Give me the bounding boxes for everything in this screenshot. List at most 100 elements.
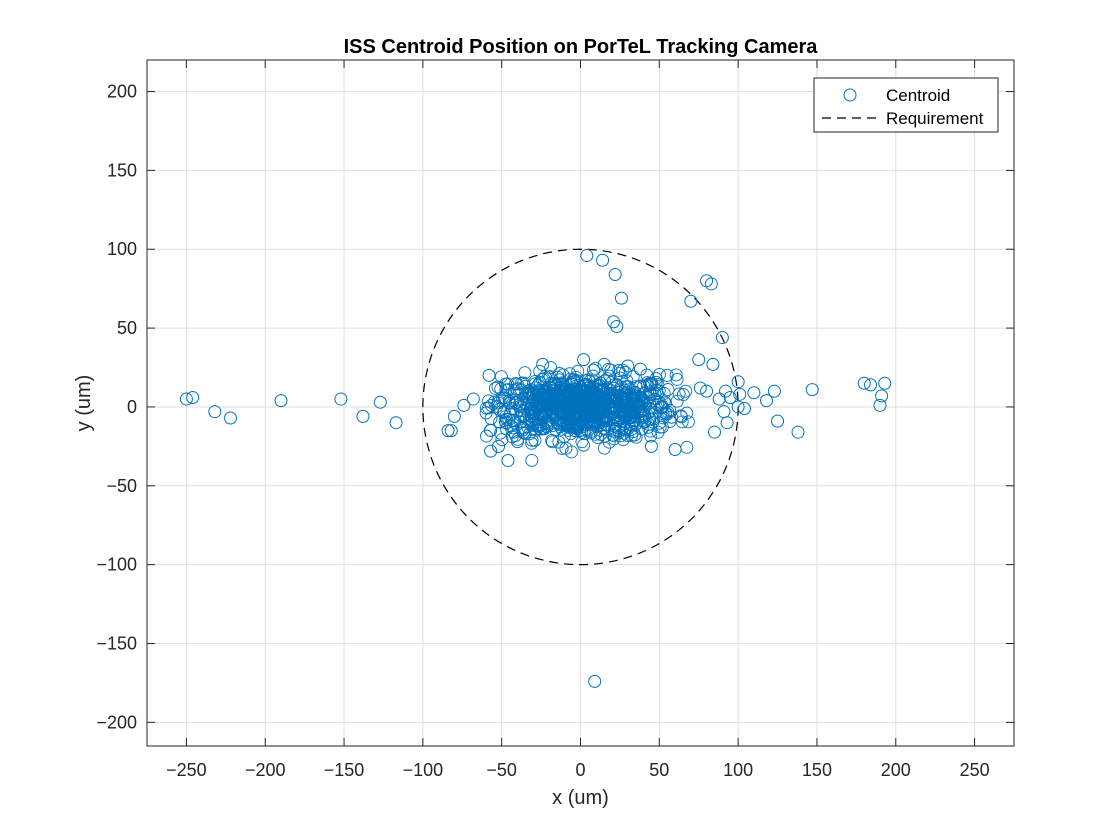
centroid-point [675,415,689,429]
centroid-point [588,674,602,688]
centroid-point [568,424,582,438]
centroid-point [655,401,669,415]
centroid-point [588,361,602,375]
chart-title: ISS Centroid Position on PorTeL Tracking… [344,36,819,58]
centroid-point [625,429,638,443]
centroid-point [334,392,348,406]
centroid-point [553,388,567,402]
centroid-point [633,362,647,376]
centroid-point [684,294,698,308]
centroid-point [492,439,506,453]
centroid-point [873,398,887,412]
centroid-point [466,392,480,406]
centroid-point [575,435,589,449]
centroid-point [561,387,575,401]
centroid-point [619,393,633,407]
centroid-point [657,387,671,400]
y-tick-label: 150 [107,160,137,180]
centroid-point [563,419,577,433]
centroid-point [660,368,674,382]
centroid-point [484,444,498,458]
centroid-point [644,439,658,453]
centroid-point [875,389,889,403]
centroid-point [543,387,557,401]
centroid-point [700,384,714,398]
centroid-point [525,410,539,424]
y-tick-label: −100 [96,555,137,575]
centroid-point [447,409,461,423]
centroid-point [373,395,387,409]
centroid-point [514,383,528,397]
centroid-point [653,367,666,381]
centroid-point [791,425,805,439]
x-tick-label: 0 [575,760,585,780]
centroid-point [602,412,616,426]
centroid-point [537,399,551,413]
y-axis-label: y (um) [73,375,95,432]
centroid-point [692,353,706,367]
centroid-point [483,423,497,437]
x-tick-label: −100 [403,760,444,780]
centroid-point [514,415,527,429]
centroid-point [737,402,751,416]
centroid-point [857,376,871,390]
centroid-point [679,384,693,398]
centroid-point [656,411,670,425]
centroid-point [515,421,529,435]
y-tick-label: 100 [107,239,137,259]
centroid-point [208,405,222,419]
centroid-point [668,443,682,457]
centroid-point [661,383,675,396]
x-tick-label: −50 [486,760,517,780]
centroid-point [554,413,568,426]
centroid-point [525,436,539,450]
centroid-point [546,435,559,449]
centroid-point [629,418,643,431]
centroid-point [767,384,781,398]
centroid-point [636,407,650,421]
centroid-point [579,382,593,395]
centroid-point [648,392,662,406]
legend: Centroid Requirement [813,77,999,133]
centroid-point [731,400,745,414]
centroid-point [494,426,507,440]
x-tick-label: −150 [324,760,365,780]
centroid-point [614,291,628,305]
centroid-point [672,387,686,401]
centroid-point [665,410,679,424]
centroid-point [603,392,616,405]
centroid-point [484,398,498,412]
centroid-point [518,366,532,380]
centroid-point [599,395,613,409]
centroid-point [603,369,617,383]
centroid-point [583,409,597,423]
centroid-point [707,425,721,439]
centroid-point [533,375,547,389]
centroid-point [584,424,598,438]
centroid-point [597,357,611,371]
x-axis-label: x (um) [552,787,609,809]
centroid-point [656,407,670,421]
centroid-point [535,372,549,386]
centroid-point [613,371,627,385]
legend-box [813,77,999,133]
centroid-point [706,357,720,371]
centroid-point [356,409,370,423]
y-tick-label: 50 [117,318,137,338]
centroid-point [507,425,521,439]
centroid-point [482,368,496,382]
centroid-point [536,421,550,435]
centroid-point [497,391,511,405]
centroid-point [621,403,635,417]
centroid-point [505,394,519,408]
centroid-point [179,392,193,406]
centroid-point [600,414,614,428]
centroid-point [545,434,559,448]
centroid-point [635,422,649,436]
centroid-point [733,387,747,401]
centroid-point [441,424,455,438]
tick-labels: −250 −200 −150 −100 −50 0 50 100 150 200 250 −200 −1… [96,82,989,780]
centroid-point [551,387,565,401]
centroid-point [864,378,878,392]
